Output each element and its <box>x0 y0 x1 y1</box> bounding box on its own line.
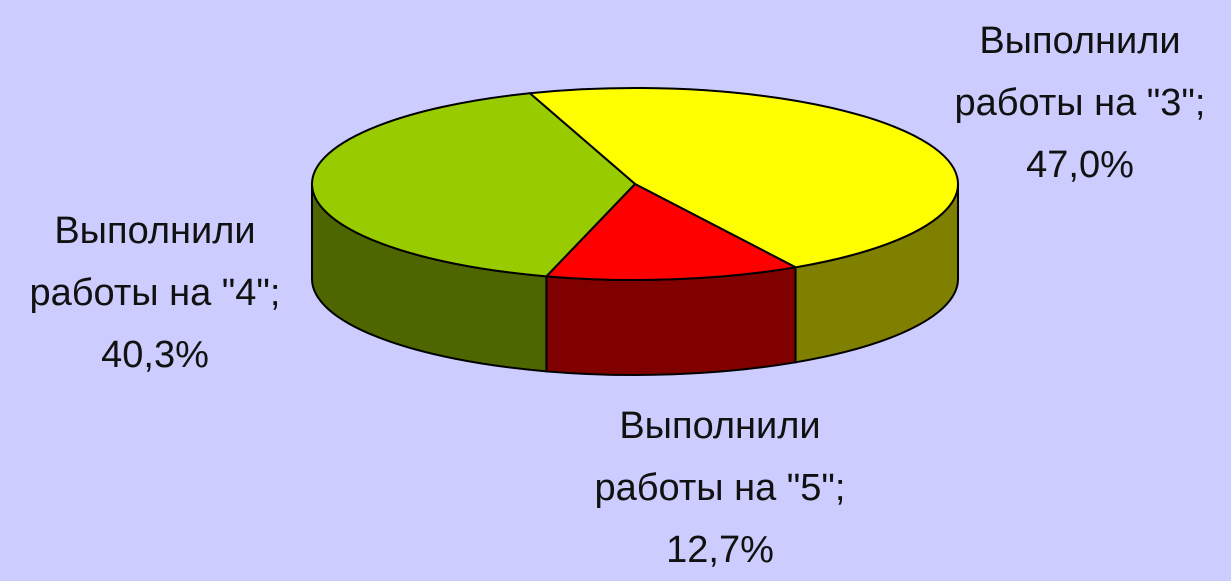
value-label: 12,7% <box>666 529 774 571</box>
slice-label: Выполнили работы на "4"; 40,3% <box>5 200 305 386</box>
value-label: 47,0% <box>1026 144 1134 186</box>
slice-label: Выполнили работы на "5"; 12,7% <box>570 395 870 581</box>
slice-label: Выполнили работы на "3"; 47,0% <box>930 10 1230 196</box>
slice <box>544 182 799 281</box>
category-label: Выполнили работы на "3"; <box>954 20 1206 124</box>
category-label: Выполнили работы на "4"; <box>29 210 281 314</box>
slice-side <box>545 266 797 376</box>
slice <box>311 92 637 278</box>
value-label: 40,3% <box>101 334 209 376</box>
slice <box>527 87 959 269</box>
category-label: Выполнили работы на "5"; <box>594 405 846 509</box>
